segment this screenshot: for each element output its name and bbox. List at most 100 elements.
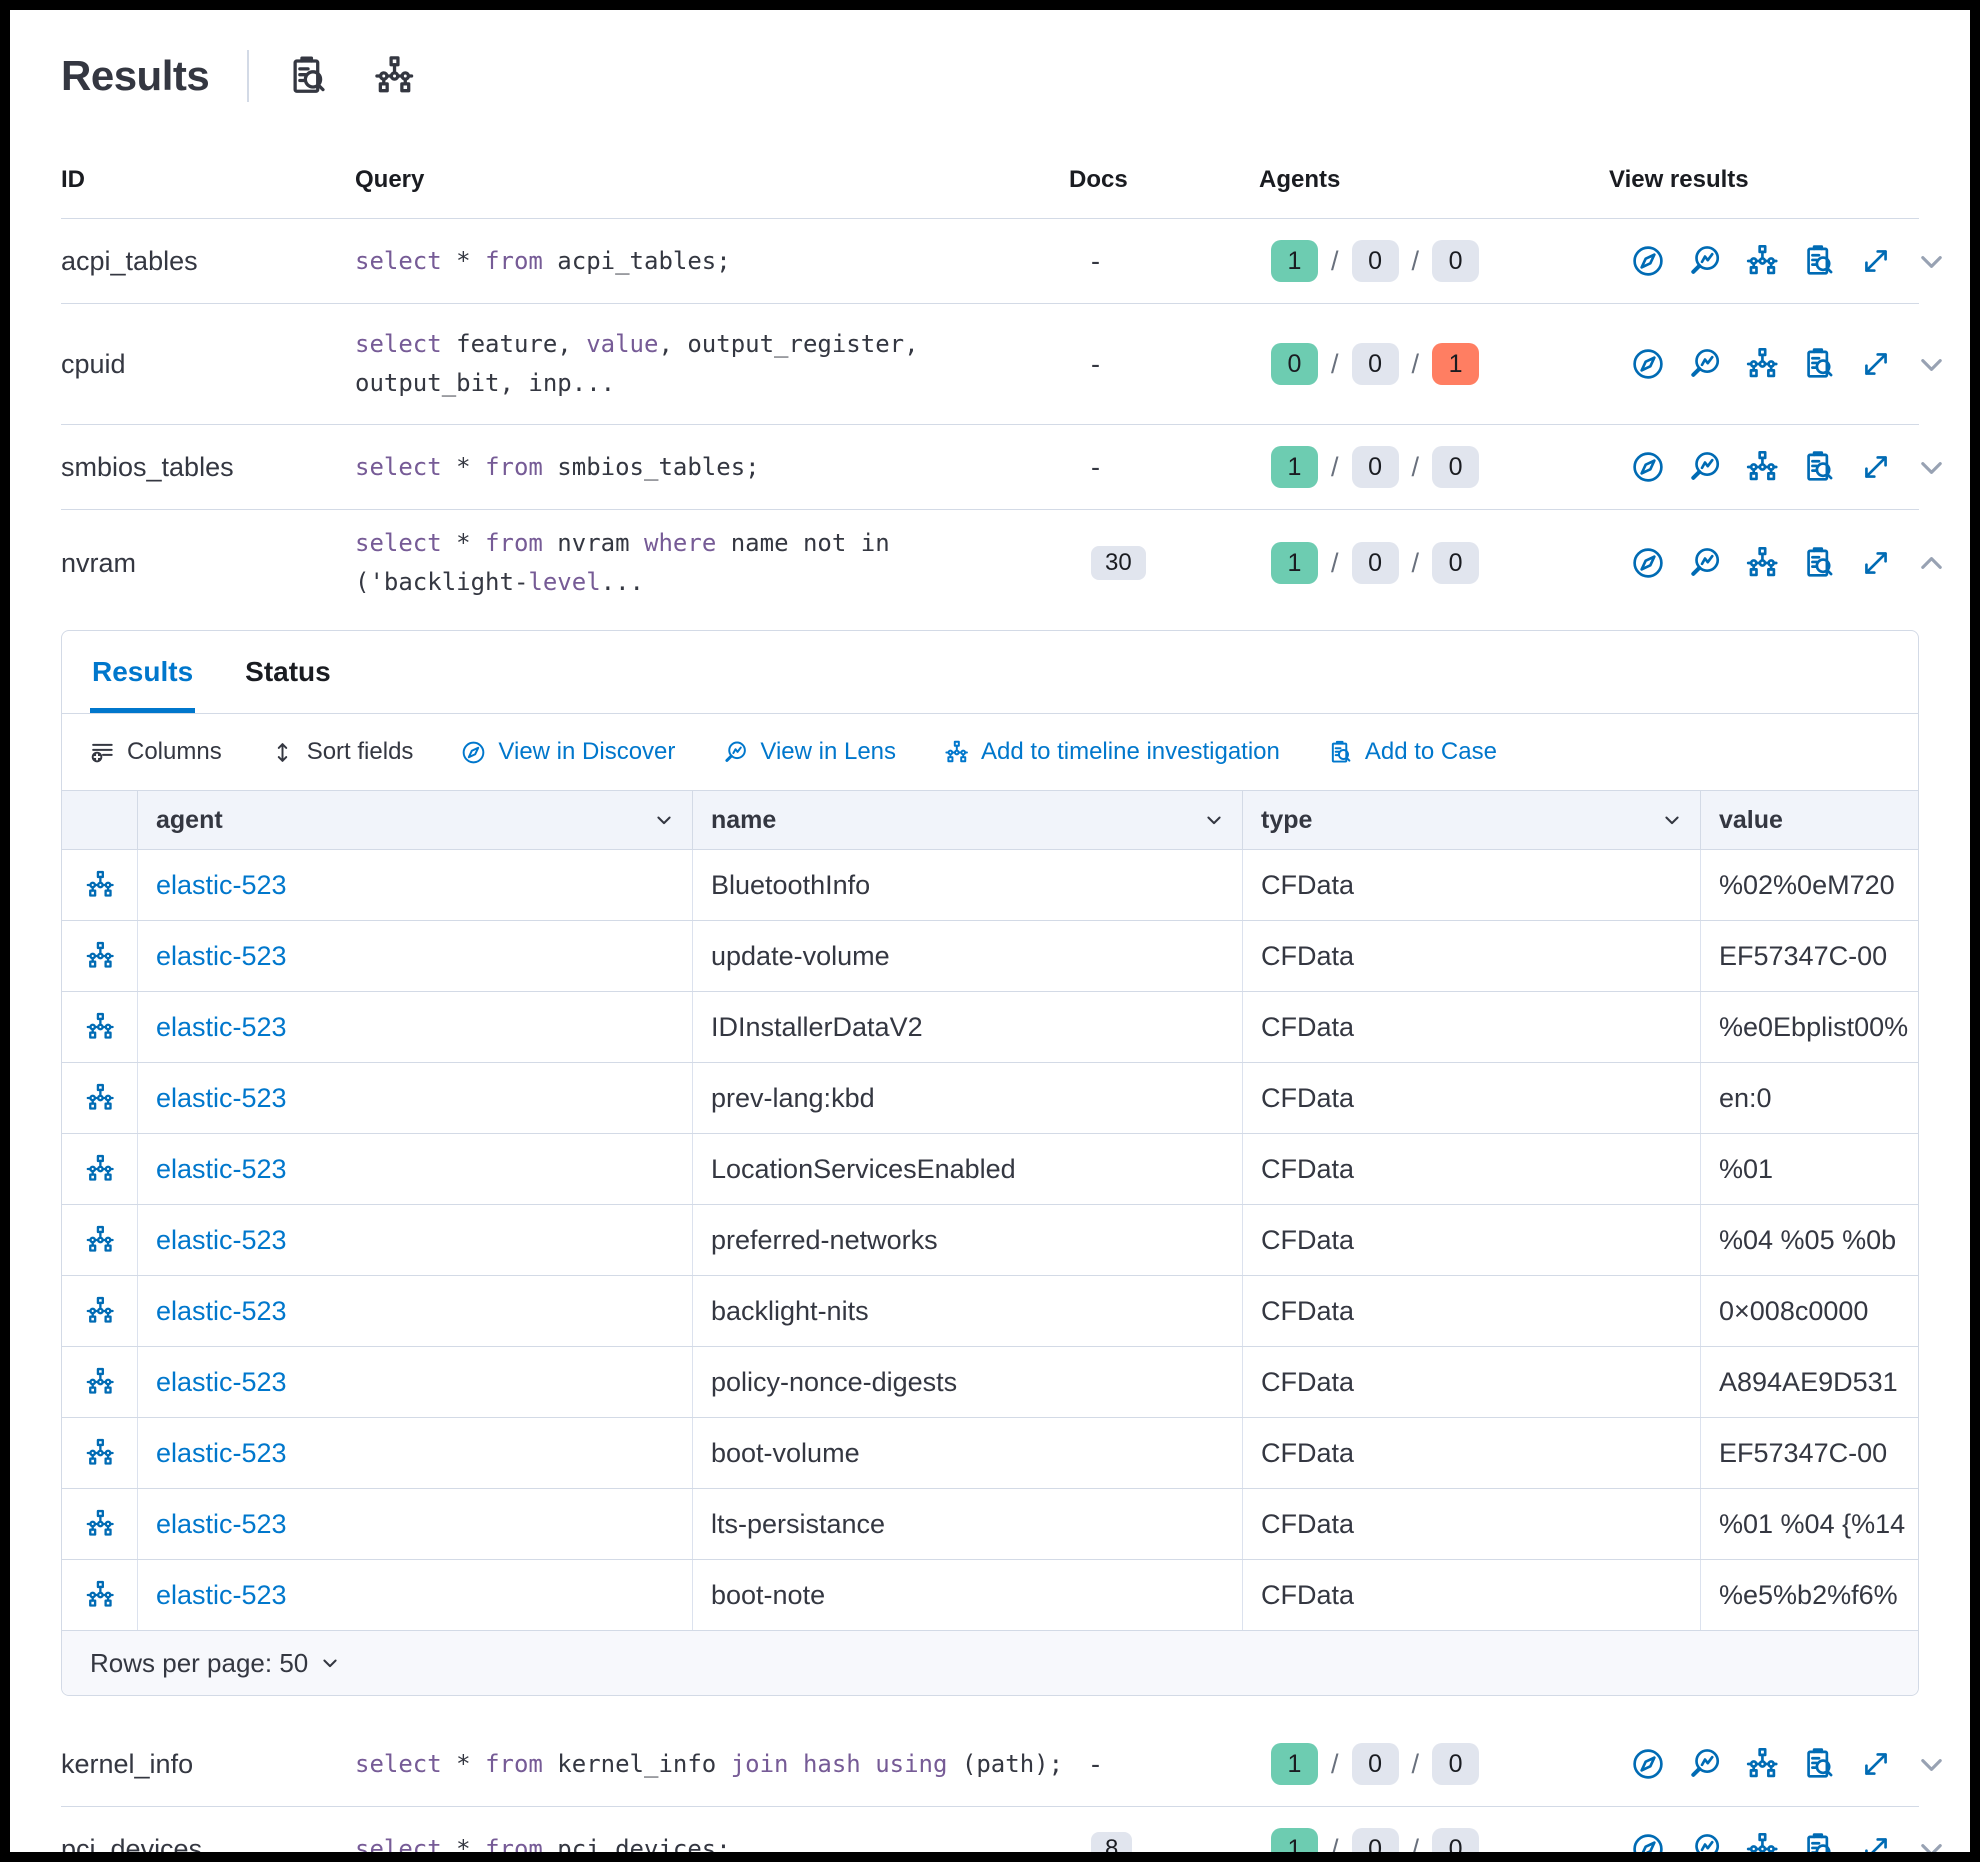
result-row: elastic-523 prev-lang:kbd CFData en:0 bbox=[62, 1063, 1918, 1134]
lens-icon[interactable] bbox=[1688, 546, 1722, 580]
agent-link[interactable]: elastic-523 bbox=[156, 1224, 287, 1255]
query-row-smbios_tables: smbios_tables select * from smbios_tables… bbox=[61, 425, 1919, 510]
lens-icon[interactable] bbox=[1688, 244, 1722, 278]
add-to-timeline-icon[interactable] bbox=[1745, 347, 1779, 381]
badge-separator: / bbox=[1411, 348, 1420, 379]
agent-cell: elastic-523 bbox=[138, 1134, 693, 1204]
add-to-timeline-investigation-button[interactable]: Add to timeline investigation bbox=[944, 738, 1280, 766]
grid-col-value[interactable]: value bbox=[1719, 805, 1783, 834]
lens-icon[interactable] bbox=[1688, 1747, 1722, 1781]
add-to-timeline-icon[interactable] bbox=[62, 850, 138, 920]
agent-link[interactable]: elastic-523 bbox=[156, 1082, 287, 1113]
view-results-actions bbox=[1609, 347, 1919, 381]
expand-icon[interactable] bbox=[1859, 546, 1893, 580]
add-to-case-icon[interactable] bbox=[1802, 1832, 1836, 1852]
view-in-lens-button[interactable]: View in Lens bbox=[723, 738, 896, 766]
agent-link[interactable]: elastic-523 bbox=[156, 1011, 287, 1042]
type-cell: CFData bbox=[1243, 921, 1701, 991]
agent-cell: elastic-523 bbox=[138, 1276, 693, 1346]
value-cell: %01 %04 {%14 bbox=[1719, 1508, 1906, 1539]
add-to-case-icon[interactable] bbox=[1802, 347, 1836, 381]
badge-separator: / bbox=[1411, 1748, 1420, 1779]
add-to-case-icon[interactable] bbox=[1802, 450, 1836, 484]
add-to-timeline-icon[interactable] bbox=[1745, 244, 1779, 278]
add-to-timeline-icon[interactable] bbox=[62, 1489, 138, 1559]
add-to-timeline-icon[interactable] bbox=[1745, 450, 1779, 484]
add-to-case-icon[interactable] bbox=[1802, 546, 1836, 580]
expand-icon[interactable] bbox=[1859, 1747, 1893, 1781]
badge-separator: / bbox=[1331, 245, 1339, 276]
agent-link[interactable]: elastic-523 bbox=[156, 869, 287, 900]
columns-button[interactable]: Columns bbox=[90, 738, 222, 766]
tab-status[interactable]: Status bbox=[245, 656, 331, 687]
expand-icon[interactable] bbox=[1859, 450, 1893, 484]
timeline-icon bbox=[944, 740, 969, 765]
add-to-timeline-icon[interactable] bbox=[62, 921, 138, 991]
agents-default-badge: 0 bbox=[1351, 542, 1399, 584]
add-to-timeline-icon[interactable] bbox=[1745, 546, 1779, 580]
sort-fields-button[interactable]: Sort fields bbox=[270, 738, 413, 766]
name-cell: backlight-nits bbox=[693, 1276, 1243, 1346]
value-cell: 0×008c0000 bbox=[1719, 1295, 1869, 1326]
docs-count-badge: 30 bbox=[1091, 546, 1146, 580]
agent-link[interactable]: elastic-523 bbox=[156, 1295, 287, 1326]
result-row: elastic-523 LocationServicesEnabled CFData… bbox=[62, 1134, 1918, 1205]
grid-control-column-header bbox=[62, 791, 138, 849]
add-to-timeline-icon[interactable] bbox=[62, 1418, 138, 1488]
expand-icon[interactable] bbox=[1859, 1832, 1893, 1852]
expand-row-chevron-down-icon[interactable] bbox=[1916, 349, 1947, 380]
value-cell: %01 bbox=[1719, 1153, 1774, 1184]
add-to-timeline-icon[interactable] bbox=[1745, 1747, 1779, 1781]
add-to-timeline-icon[interactable] bbox=[62, 1347, 138, 1417]
agent-link[interactable]: elastic-523 bbox=[156, 1579, 287, 1610]
grid-col-type[interactable]: type bbox=[1243, 791, 1701, 849]
query-id: smbios_tables bbox=[61, 451, 234, 482]
agent-link[interactable]: elastic-523 bbox=[156, 940, 287, 971]
query-sql: select * from smbios_tables; bbox=[355, 452, 760, 481]
add-to-case-icon[interactable] bbox=[1802, 244, 1836, 278]
expand-icon[interactable] bbox=[1859, 244, 1893, 278]
docs-cell: - bbox=[1091, 348, 1100, 379]
add-to-case-icon[interactable] bbox=[287, 55, 329, 97]
discover-icon[interactable] bbox=[1631, 1832, 1665, 1852]
agent-link[interactable]: elastic-523 bbox=[156, 1437, 287, 1468]
add-to-timeline-icon[interactable] bbox=[62, 1205, 138, 1275]
add-to-case-icon[interactable] bbox=[1802, 1747, 1836, 1781]
add-to-case-button[interactable]: Add to Case bbox=[1328, 738, 1497, 766]
discover-icon[interactable] bbox=[1631, 1747, 1665, 1781]
lens-icon[interactable] bbox=[1688, 347, 1722, 381]
add-to-timeline-icon[interactable] bbox=[373, 55, 415, 97]
agents-default-badge: 0 bbox=[1432, 1743, 1480, 1785]
add-to-timeline-icon[interactable] bbox=[62, 992, 138, 1062]
expand-row-chevron-down-icon[interactable] bbox=[1916, 1834, 1947, 1853]
discover-icon[interactable] bbox=[1631, 347, 1665, 381]
lens-icon[interactable] bbox=[1688, 450, 1722, 484]
discover-icon[interactable] bbox=[1631, 244, 1665, 278]
lens-icon[interactable] bbox=[1688, 1832, 1722, 1852]
add-to-timeline-icon[interactable] bbox=[62, 1276, 138, 1346]
view-in-discover-button[interactable]: View in Discover bbox=[461, 738, 675, 766]
add-to-timeline-icon[interactable] bbox=[1745, 1832, 1779, 1852]
tab-results[interactable]: Results bbox=[90, 631, 195, 713]
grid-col-name[interactable]: name bbox=[693, 791, 1243, 849]
add-to-timeline-icon[interactable] bbox=[62, 1063, 138, 1133]
expand-row-chevron-down-icon[interactable] bbox=[1916, 1749, 1947, 1780]
discover-icon[interactable] bbox=[1631, 450, 1665, 484]
discover-icon[interactable] bbox=[1631, 546, 1665, 580]
agent-link[interactable]: elastic-523 bbox=[156, 1366, 287, 1397]
add-to-timeline-icon[interactable] bbox=[62, 1560, 138, 1630]
agent-link[interactable]: elastic-523 bbox=[156, 1508, 287, 1539]
expand-icon[interactable] bbox=[1859, 347, 1893, 381]
rows-per-page-control[interactable]: Rows per page: 50 bbox=[62, 1631, 1918, 1695]
grid-col-agent[interactable]: agent bbox=[138, 791, 693, 849]
expand-row-chevron-down-icon[interactable] bbox=[1916, 246, 1947, 277]
expand-row-chevron-down-icon[interactable] bbox=[1916, 452, 1947, 483]
agent-link[interactable]: elastic-523 bbox=[156, 1153, 287, 1184]
add-to-timeline-icon[interactable] bbox=[62, 1134, 138, 1204]
collapse-row-chevron-up-icon[interactable] bbox=[1916, 548, 1947, 579]
header-actions bbox=[287, 55, 415, 97]
badge-separator: / bbox=[1411, 451, 1420, 482]
type-cell: CFData bbox=[1243, 1276, 1701, 1346]
docs-cell: - bbox=[1091, 245, 1100, 276]
case-icon bbox=[1328, 740, 1353, 765]
